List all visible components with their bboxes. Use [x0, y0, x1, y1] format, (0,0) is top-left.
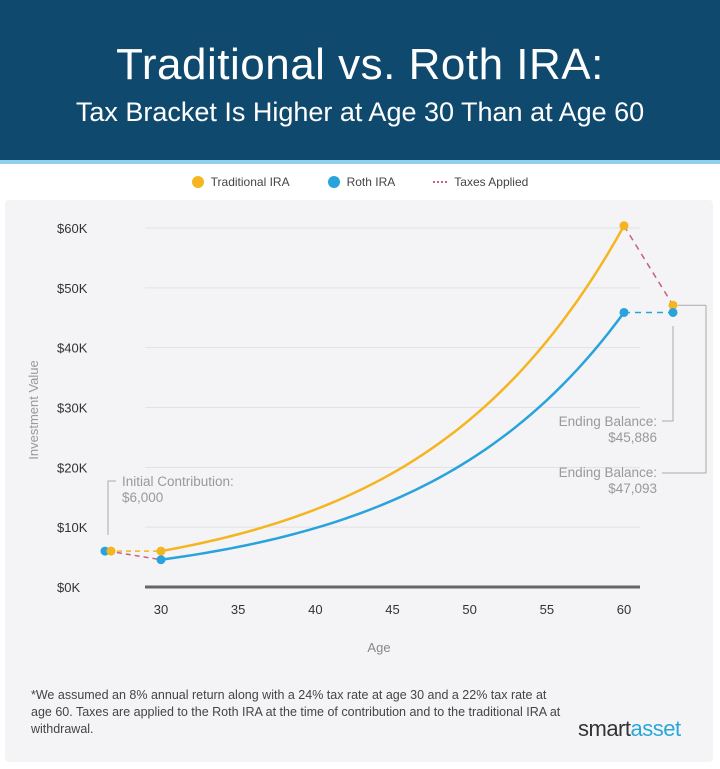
annotation-leader	[662, 305, 707, 474]
x-tick-label: 60	[617, 602, 631, 617]
annotation-value: $45,886	[608, 430, 657, 445]
x-tick-label: 40	[308, 602, 322, 617]
legend-label: Roth IRA	[346, 175, 396, 189]
data-point	[619, 221, 629, 231]
header: Traditional vs. Roth IRA: Tax Bracket Is…	[0, 0, 720, 164]
y-tick-label: $0K	[57, 580, 80, 595]
legend-label: Taxes Applied	[454, 175, 529, 189]
chart-subtitle: Tax Bracket Is Higher at Age 30 Than at …	[75, 97, 645, 127]
data-point	[668, 307, 678, 317]
legend-taxes: Taxes Applied	[433, 175, 528, 189]
roth-dot-icon	[327, 176, 340, 188]
y-tick-label: $30K	[57, 401, 88, 416]
annotation-label: Initial Contribution:	[122, 474, 234, 489]
legend-traditional: Traditional IRA	[191, 175, 290, 189]
data-point	[156, 546, 166, 556]
annotation-leader	[107, 480, 116, 535]
annotation-leader	[662, 326, 674, 422]
data-point	[106, 546, 116, 556]
traditional-dot-icon	[191, 176, 204, 188]
x-tick-label: 45	[385, 602, 399, 617]
data-point	[668, 300, 678, 310]
y-tick-label: $60K	[57, 221, 88, 236]
traditional-tax-dashed	[623, 225, 674, 306]
x-tick-label: 55	[540, 602, 554, 617]
traditional-line	[160, 225, 626, 553]
annotation-value: $6,000	[122, 490, 163, 505]
x-tick-label: 50	[462, 602, 476, 617]
annotation-label: Ending Balance:	[559, 465, 657, 480]
data-point	[619, 307, 629, 317]
plot-panel	[5, 200, 713, 762]
y-tick-label: $50K	[57, 281, 88, 296]
y-axis-label: Investment Value	[26, 360, 41, 459]
roth-tax-dashed	[107, 550, 162, 561]
x-tick-label: 30	[154, 602, 168, 617]
annotation-label: Ending Balance:	[559, 414, 657, 429]
footnote: *We assumed an 8% annual return along wi…	[31, 688, 561, 736]
chart-title: Traditional vs. Roth IRA:	[116, 40, 604, 89]
y-tick-label: $40K	[57, 341, 88, 356]
legend-roth: Roth IRA	[327, 175, 396, 189]
legend-label: Traditional IRA	[210, 175, 290, 189]
y-tick-label: $20K	[57, 460, 88, 475]
legend: Traditional IRA Roth IRA Taxes Applied	[0, 175, 720, 189]
y-tick-label: $10K	[57, 520, 88, 535]
data-point	[156, 555, 166, 565]
dotted-line-icon	[433, 181, 448, 183]
x-tick-label: 35	[231, 602, 245, 617]
roth-line	[160, 311, 626, 561]
smartasset-logo: smartasset	[578, 716, 681, 741]
annotation-value: $47,093	[608, 481, 657, 496]
x-axis-label: Age	[367, 640, 390, 655]
